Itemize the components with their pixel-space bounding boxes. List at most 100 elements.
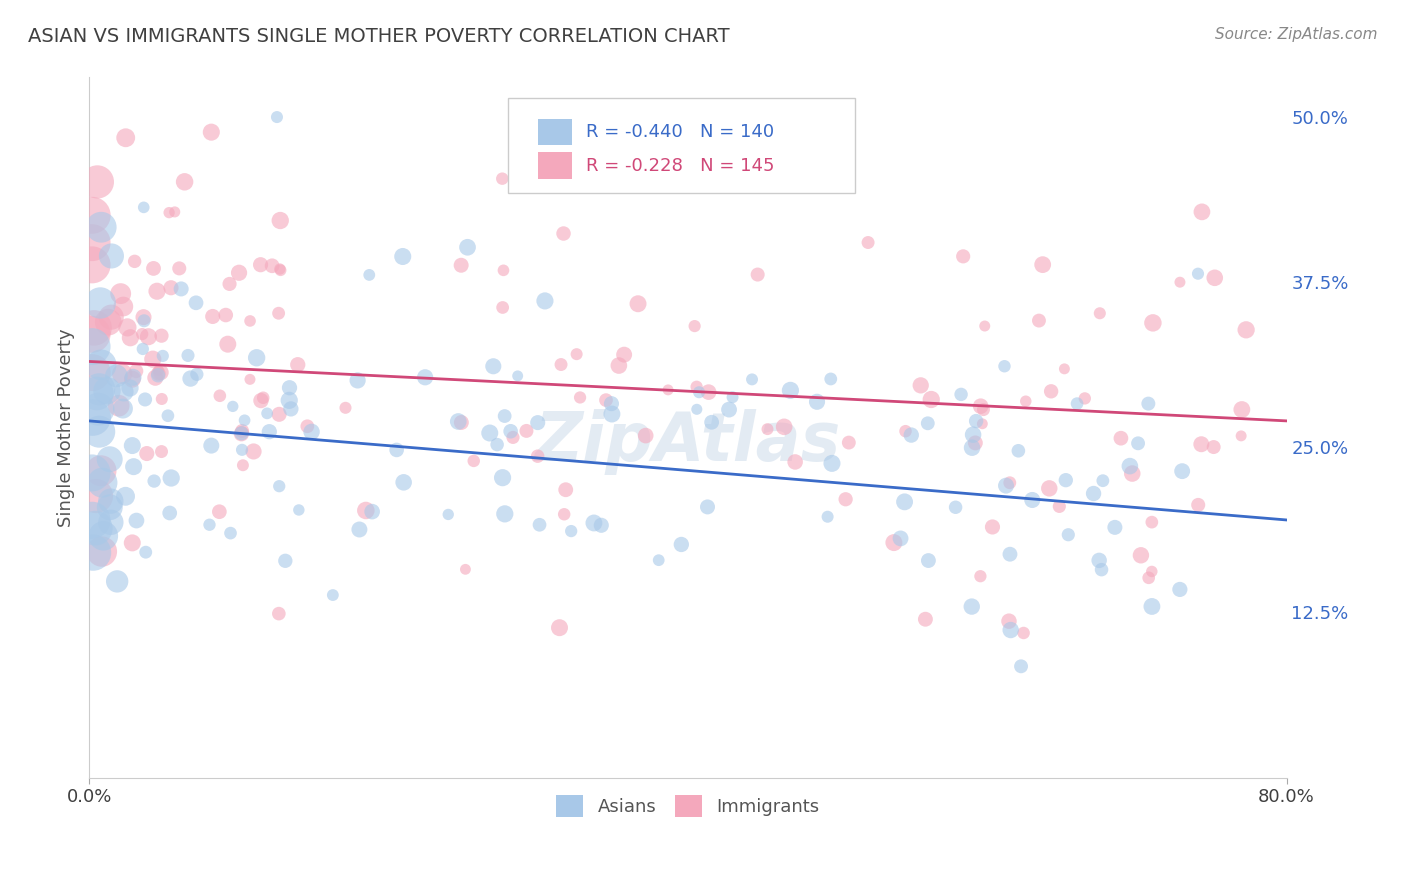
Point xyxy=(817,509,839,524)
Point xyxy=(121,439,143,453)
Point xyxy=(972,417,994,431)
Point xyxy=(201,310,224,324)
Point xyxy=(262,259,284,273)
Point xyxy=(962,427,984,442)
Point xyxy=(900,428,922,442)
Point xyxy=(600,407,623,421)
FancyBboxPatch shape xyxy=(538,119,572,145)
Point xyxy=(218,277,240,291)
Point xyxy=(995,478,1018,492)
Point xyxy=(148,367,170,381)
Point xyxy=(773,420,796,434)
Text: ASIAN VS IMMIGRANTS SINGLE MOTHER POVERTY CORRELATION CHART: ASIAN VS IMMIGRANTS SINGLE MOTHER POVERT… xyxy=(28,27,730,45)
Point xyxy=(301,425,323,439)
Point xyxy=(228,266,250,280)
Point xyxy=(359,268,381,282)
Point xyxy=(232,458,254,473)
Point xyxy=(82,546,104,560)
Point xyxy=(169,261,191,276)
Point xyxy=(1234,323,1257,337)
Point xyxy=(121,536,143,550)
Point xyxy=(112,384,135,399)
Point xyxy=(917,417,939,431)
Point xyxy=(917,553,939,567)
Point xyxy=(86,175,108,189)
Point xyxy=(80,340,103,354)
Point xyxy=(671,537,693,551)
Point xyxy=(170,282,193,296)
Point xyxy=(288,503,311,517)
Point xyxy=(84,489,107,503)
Point xyxy=(1137,571,1160,585)
Point xyxy=(239,314,262,328)
Point xyxy=(492,301,515,315)
Point xyxy=(1121,467,1143,481)
Point xyxy=(741,372,763,386)
Point xyxy=(526,449,548,463)
Point xyxy=(146,285,169,299)
Point xyxy=(163,205,186,219)
Point xyxy=(96,384,118,398)
Point xyxy=(1074,392,1097,406)
Point xyxy=(1000,623,1022,637)
Point xyxy=(965,414,987,428)
Point xyxy=(515,424,537,438)
Point xyxy=(132,310,155,325)
Point xyxy=(231,442,253,457)
Point xyxy=(688,385,710,400)
Point xyxy=(454,562,477,576)
Point xyxy=(970,399,993,413)
Point xyxy=(215,308,238,322)
Point xyxy=(883,535,905,549)
Point xyxy=(349,523,371,537)
Point xyxy=(1007,443,1029,458)
Point xyxy=(1187,498,1209,512)
Point xyxy=(1142,316,1164,330)
Point xyxy=(198,517,221,532)
Point xyxy=(1066,396,1088,410)
Point xyxy=(143,474,166,488)
Point xyxy=(208,505,231,519)
Point xyxy=(82,208,104,222)
Point xyxy=(686,402,709,417)
Point xyxy=(1057,527,1080,541)
Point xyxy=(110,286,132,301)
Point xyxy=(554,483,576,497)
Point xyxy=(125,514,148,528)
Point xyxy=(1054,473,1077,487)
Point xyxy=(494,409,516,423)
Point xyxy=(1140,599,1163,614)
Point xyxy=(1032,258,1054,272)
Point xyxy=(950,387,973,401)
Point xyxy=(335,401,357,415)
Point xyxy=(560,524,582,538)
Text: R = -0.228   N = 145: R = -0.228 N = 145 xyxy=(586,157,775,175)
Point xyxy=(1091,474,1114,488)
Point xyxy=(463,454,485,468)
Point xyxy=(91,475,114,490)
Point xyxy=(1090,563,1112,577)
Point xyxy=(1119,459,1142,474)
Point xyxy=(1012,626,1035,640)
Point xyxy=(233,413,256,427)
Point xyxy=(1088,306,1111,320)
Point xyxy=(266,110,288,124)
Point xyxy=(90,358,112,372)
Point xyxy=(269,407,291,421)
Point xyxy=(718,402,741,417)
Point xyxy=(756,422,779,436)
Point xyxy=(80,235,103,250)
FancyBboxPatch shape xyxy=(508,98,855,193)
Point xyxy=(111,401,134,416)
Point xyxy=(478,425,501,440)
Point xyxy=(114,130,136,145)
Point xyxy=(105,368,128,383)
Point xyxy=(86,386,108,401)
Point xyxy=(90,464,112,478)
Point xyxy=(998,614,1021,628)
Point xyxy=(117,320,139,334)
Point xyxy=(132,342,155,356)
Point xyxy=(492,263,515,277)
Point xyxy=(821,456,844,470)
Point xyxy=(972,402,994,417)
